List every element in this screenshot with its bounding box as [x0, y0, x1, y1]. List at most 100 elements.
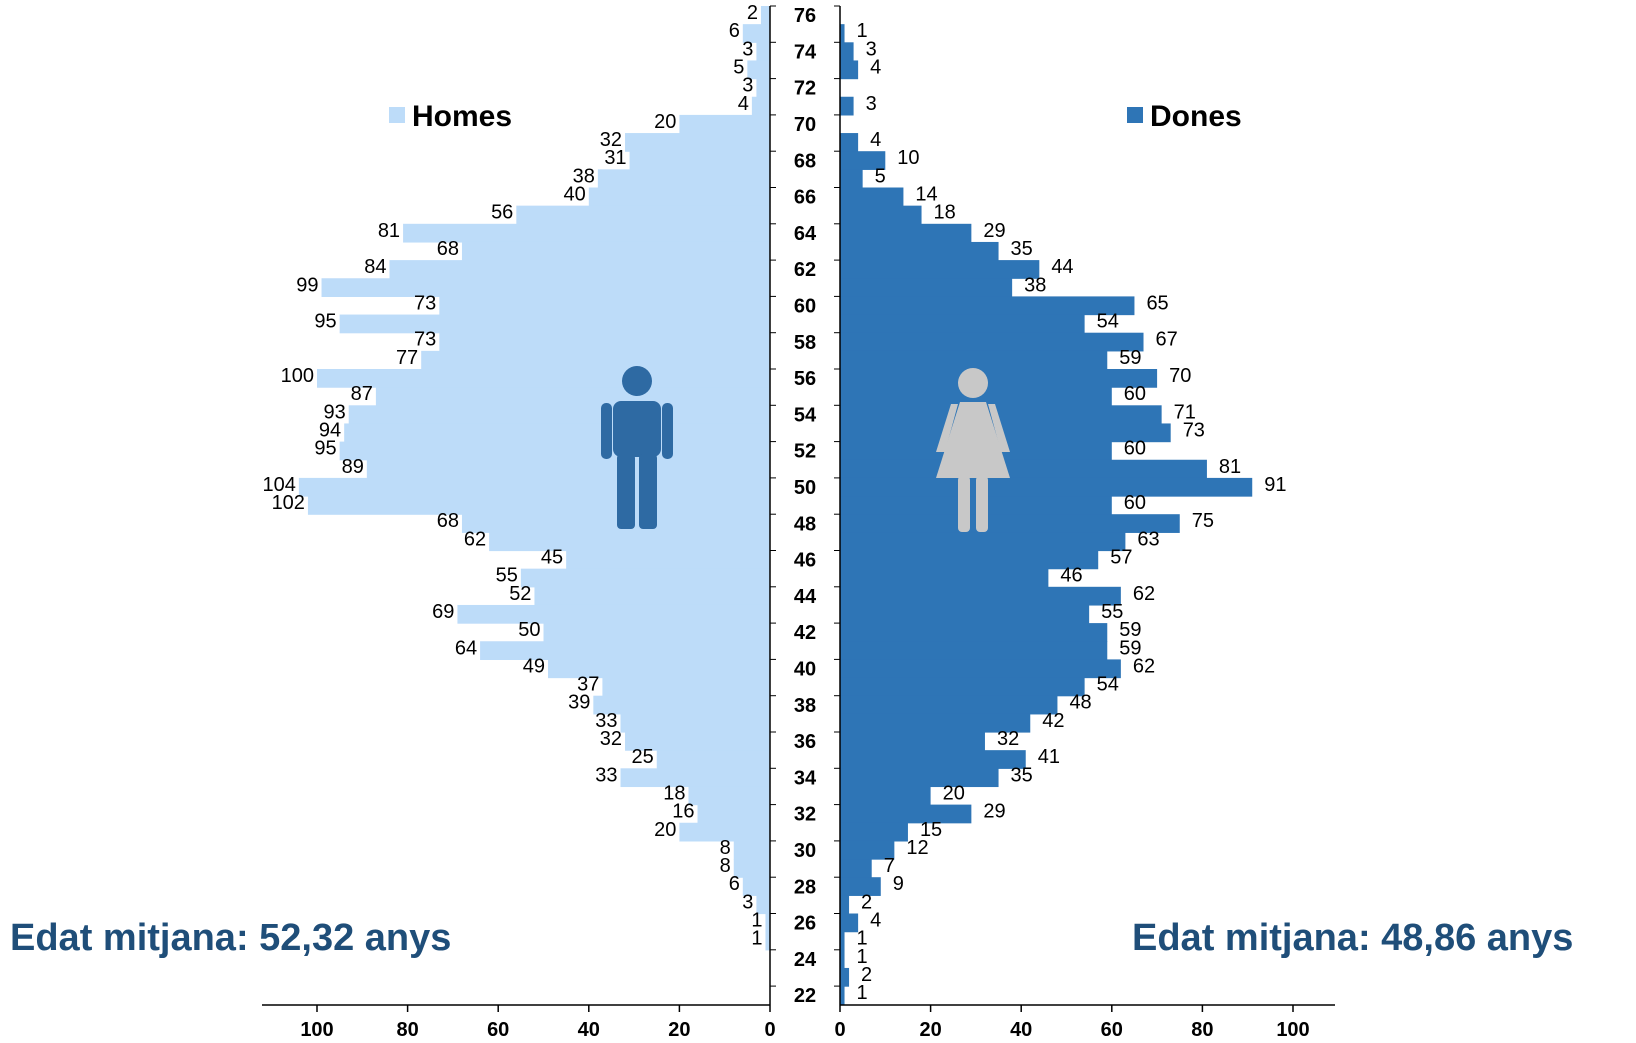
value-label-homes-age-64: 81 — [378, 220, 400, 242]
x-tick-dones-100: 100 — [1276, 1019, 1309, 1038]
bar-dones-age-33 — [840, 786, 931, 806]
bar-dones-age-42 — [840, 623, 1108, 642]
bar-dones-age-38 — [840, 695, 1058, 715]
bar-dones-age-26 — [840, 913, 859, 933]
bar-homes-age-53 — [344, 423, 770, 443]
legend-swatch-dones — [1127, 107, 1143, 123]
male-person-icon — [601, 366, 673, 529]
bar-homes-age-76 — [760, 6, 770, 25]
bar-homes-age-46 — [566, 550, 770, 570]
age-tick-62: 62 — [794, 259, 816, 281]
bar-dones-age-54 — [840, 405, 1162, 425]
bar-homes-age-59 — [339, 314, 770, 334]
bar-homes-age-34 — [620, 768, 770, 788]
age-tick-52: 52 — [794, 441, 816, 463]
value-label-homes-age-61: 99 — [296, 274, 318, 296]
value-label-dones-age-23: 2 — [861, 964, 872, 986]
bar-dones-age-71 — [840, 96, 854, 116]
value-label-homes-age-55: 87 — [351, 383, 373, 405]
value-label-homes-age-63: 68 — [437, 238, 459, 260]
bar-dones-age-46 — [840, 550, 1099, 570]
bar-homes-age-37 — [620, 713, 770, 733]
bar-homes-age-64 — [403, 223, 770, 243]
value-label-homes-age-39: 37 — [577, 674, 599, 696]
age-tick-34: 34 — [794, 767, 817, 789]
bar-dones-age-39 — [840, 677, 1085, 697]
bar-homes-age-63 — [461, 241, 770, 261]
bar-homes-age-41 — [480, 641, 770, 660]
age-tick-74: 74 — [794, 41, 817, 63]
value-label-dones-age-49: 60 — [1124, 492, 1146, 514]
value-label-dones-age-56: 70 — [1169, 365, 1191, 387]
bar-dones-age-61 — [840, 278, 1013, 297]
bar-dones-age-24 — [840, 949, 845, 969]
value-label-homes-age-59: 95 — [314, 311, 336, 333]
value-label-dones-age-52: 60 — [1124, 438, 1146, 460]
bar-homes-age-43 — [457, 604, 770, 624]
x-tick-dones-20: 20 — [919, 1019, 941, 1038]
bar-homes-age-69 — [625, 133, 770, 152]
value-label-homes-age-31: 20 — [654, 819, 676, 841]
bar-homes-age-35 — [656, 750, 770, 769]
bar-dones-age-32 — [840, 804, 972, 824]
value-label-dones-age-46: 57 — [1110, 547, 1132, 569]
value-label-homes-age-57: 77 — [396, 347, 418, 369]
value-label-homes-age-30: 8 — [720, 837, 731, 859]
age-tick-22: 22 — [794, 985, 816, 1007]
bar-dones-age-62 — [840, 260, 1040, 279]
bar-homes-age-42 — [543, 623, 770, 642]
value-label-dones-age-68: 10 — [897, 147, 919, 169]
value-label-homes-age-54: 93 — [323, 401, 345, 423]
value-label-homes-age-25: 1 — [751, 928, 762, 950]
bar-homes-age-36 — [625, 732, 770, 751]
value-label-dones-age-37: 42 — [1042, 710, 1064, 732]
age-tick-26: 26 — [794, 913, 816, 935]
bar-dones-age-44 — [840, 586, 1121, 606]
value-label-dones-age-41: 59 — [1119, 637, 1141, 659]
bar-dones-age-37 — [840, 713, 1031, 733]
value-label-dones-age-55: 60 — [1124, 383, 1146, 405]
age-tick-40: 40 — [794, 658, 816, 680]
value-label-homes-age-42: 50 — [518, 619, 540, 641]
bar-dones-age-22 — [840, 986, 845, 1005]
value-label-dones-age-60: 65 — [1146, 292, 1168, 314]
value-label-dones-age-39: 54 — [1097, 674, 1119, 696]
bar-homes-age-39 — [602, 677, 770, 697]
value-label-dones-age-27: 2 — [861, 891, 872, 913]
bar-homes-age-58 — [439, 332, 770, 352]
value-label-homes-age-38: 39 — [568, 692, 590, 714]
x-tick-homes-60: 60 — [487, 1019, 509, 1038]
bar-dones-age-35 — [840, 750, 1026, 769]
bar-dones-age-41 — [840, 641, 1108, 660]
age-tick-56: 56 — [794, 368, 816, 390]
value-label-dones-age-64: 29 — [983, 220, 1005, 242]
value-label-dones-age-51: 81 — [1219, 456, 1241, 478]
homes-x-tick-labels: 100 80 60 40 20 0 — [300, 1005, 776, 1041]
bar-homes-age-27 — [756, 895, 770, 915]
value-label-dones-age-53: 73 — [1183, 419, 1205, 441]
bar-homes-age-70 — [679, 114, 770, 134]
bar-homes-age-50 — [298, 477, 770, 497]
value-label-dones-age-28: 9 — [893, 873, 904, 895]
legend: Homes Dones — [389, 100, 1242, 133]
value-label-homes-age-74: 3 — [742, 38, 753, 60]
value-label-dones-age-24: 1 — [857, 946, 868, 968]
value-label-homes-age-66: 40 — [564, 184, 586, 206]
axes: 7674727068666462605856545250484644424038… — [262, 5, 1335, 1041]
bar-dones-age-75 — [840, 24, 845, 43]
bar-homes-age-48 — [461, 514, 770, 533]
value-label-dones-age-35: 41 — [1038, 746, 1060, 768]
age-tick-28: 28 — [794, 876, 816, 898]
bar-dones-age-29 — [840, 859, 872, 878]
legend-label-dones: Dones — [1150, 100, 1242, 133]
bar-homes-age-73 — [747, 60, 770, 80]
homes-value-labels: 2635342032313840568168849973957377100879… — [263, 2, 763, 950]
value-label-dones-age-75: 1 — [857, 20, 868, 42]
value-label-homes-age-43: 69 — [432, 601, 454, 623]
mean-age-dones: Edat mitjana: 48,86 anys — [1132, 917, 1573, 959]
value-label-homes-age-60: 73 — [414, 292, 436, 314]
age-tick-50: 50 — [794, 477, 816, 499]
value-label-homes-age-33: 18 — [663, 782, 685, 804]
female-person-icon — [936, 368, 1010, 532]
